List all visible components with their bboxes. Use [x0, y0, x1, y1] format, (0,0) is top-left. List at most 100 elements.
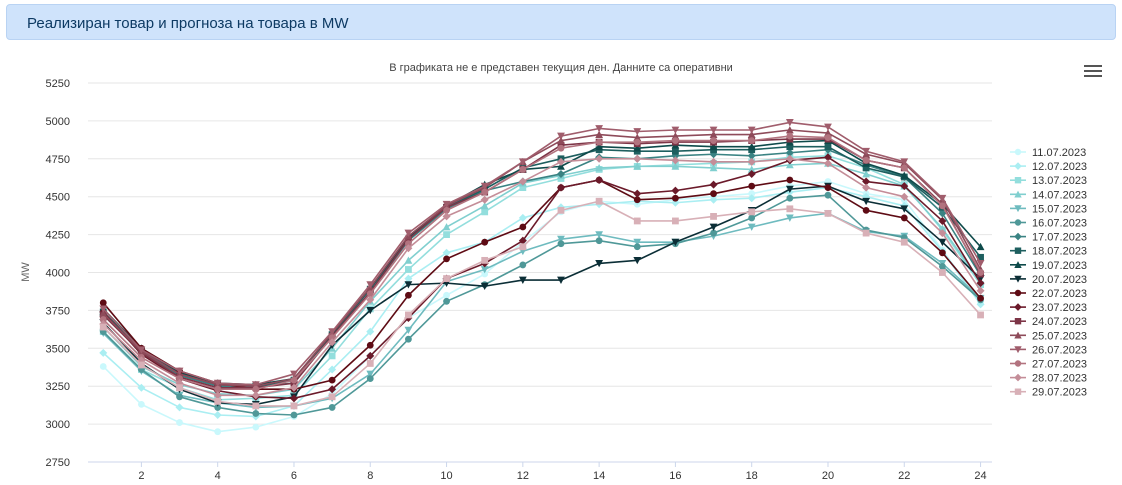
- data-point: [824, 184, 832, 192]
- legend-item[interactable]: 13.07.2023: [1010, 175, 1087, 187]
- data-point: [366, 290, 374, 298]
- data-point: [709, 130, 718, 138]
- legend-label: 12.07.2023: [1032, 161, 1087, 173]
- data-point: [786, 194, 794, 202]
- data-point: [289, 383, 298, 392]
- data-point: [900, 158, 909, 166]
- data-point: [556, 157, 565, 166]
- data-point: [289, 394, 298, 403]
- legend-item[interactable]: 20.07.2023: [1010, 274, 1087, 286]
- data-point: [137, 383, 146, 392]
- data-point: [747, 223, 756, 231]
- data-point: [747, 194, 756, 203]
- legend-item[interactable]: 17.07.2023: [1010, 232, 1087, 244]
- series-line: [102, 185, 982, 406]
- legend-label: 26.07.2023: [1032, 344, 1087, 356]
- data-point: [785, 126, 794, 134]
- data-point: [710, 213, 717, 220]
- legend-item[interactable]: 23.07.2023: [1010, 302, 1087, 314]
- data-point: [633, 133, 642, 141]
- data-point: [328, 376, 336, 384]
- x-tick-label: 14: [593, 470, 605, 482]
- data-point: [1014, 303, 1022, 311]
- data-point: [671, 126, 680, 134]
- data-point: [633, 128, 642, 136]
- x-tick-label: 10: [440, 470, 452, 482]
- data-point: [785, 119, 794, 127]
- data-point: [710, 229, 717, 237]
- data-point: [1014, 162, 1022, 170]
- data-point: [1014, 261, 1022, 268]
- legend-label: 14.07.2023: [1032, 189, 1087, 201]
- legend-item[interactable]: 19.07.2023: [1010, 260, 1087, 272]
- data-point: [900, 192, 909, 201]
- data-point: [977, 253, 984, 261]
- data-point: [480, 182, 489, 190]
- data-point: [518, 177, 527, 186]
- data-point: [404, 244, 413, 253]
- data-point: [710, 137, 717, 145]
- legend-label: 16.07.2023: [1032, 218, 1087, 230]
- data-point: [977, 294, 984, 302]
- legend-item[interactable]: 16.07.2023: [1010, 218, 1087, 230]
- legend-label: 25.07.2023: [1032, 330, 1087, 342]
- data-point: [900, 205, 909, 213]
- data-point: [442, 212, 451, 221]
- data-point: [595, 154, 604, 163]
- legend-item[interactable]: 27.07.2023: [1010, 359, 1087, 371]
- data-point: [747, 126, 756, 134]
- series-15: [99, 119, 985, 389]
- data-point: [557, 235, 565, 244]
- data-point: [328, 338, 337, 347]
- y-tick-label: 2750: [46, 457, 70, 469]
- data-point: [481, 270, 489, 278]
- legend-item[interactable]: 12.07.2023: [1010, 161, 1087, 173]
- data-point: [328, 393, 336, 401]
- x-tick-label: 12: [517, 470, 529, 482]
- data-point: [633, 154, 642, 163]
- series-line: [102, 200, 982, 407]
- legend-item[interactable]: 18.07.2023: [1010, 246, 1087, 258]
- legend-item[interactable]: 14.07.2023: [1010, 189, 1087, 201]
- data-point: [785, 185, 794, 194]
- legend-item[interactable]: 26.07.2023: [1010, 344, 1087, 356]
- chart-menu-button[interactable]: [1080, 62, 1106, 82]
- data-point: [823, 159, 832, 168]
- data-point: [519, 261, 527, 269]
- data-point: [709, 163, 718, 172]
- data-point: [404, 274, 413, 283]
- data-point: [671, 238, 680, 247]
- panel-title: Реализиран товар и прогноза на товара в …: [27, 15, 349, 32]
- legend-item[interactable]: 22.07.2023: [1010, 288, 1087, 300]
- legend-item[interactable]: 15.07.2023: [1010, 203, 1087, 215]
- series-line: [102, 121, 982, 386]
- data-point: [672, 217, 679, 225]
- data-point: [747, 169, 756, 178]
- data-point: [99, 316, 107, 323]
- data-point: [672, 147, 679, 155]
- data-point: [519, 223, 527, 231]
- data-point: [1014, 177, 1022, 184]
- data-point: [404, 229, 413, 237]
- legend-item[interactable]: 28.07.2023: [1010, 373, 1087, 385]
- data-point: [748, 214, 756, 222]
- data-point: [633, 196, 641, 204]
- data-point: [824, 123, 832, 131]
- data-point: [480, 201, 489, 210]
- legend-label: 19.07.2023: [1032, 260, 1087, 272]
- data-point: [900, 164, 908, 172]
- data-point: [595, 176, 604, 185]
- legend-item[interactable]: 29.07.2023: [1010, 387, 1087, 399]
- data-point: [328, 352, 336, 360]
- series-line: [102, 156, 982, 400]
- data-point: [290, 402, 298, 410]
- legend-label: 20.07.2023: [1032, 274, 1087, 286]
- legend-item[interactable]: 24.07.2023: [1010, 316, 1087, 328]
- legend-item[interactable]: 25.07.2023: [1010, 330, 1087, 342]
- data-point: [786, 143, 794, 151]
- legend-item[interactable]: 11.07.2023: [1010, 147, 1086, 159]
- data-point: [176, 419, 183, 426]
- data-point: [214, 428, 222, 436]
- data-point: [938, 238, 947, 247]
- data-point: [1014, 247, 1022, 254]
